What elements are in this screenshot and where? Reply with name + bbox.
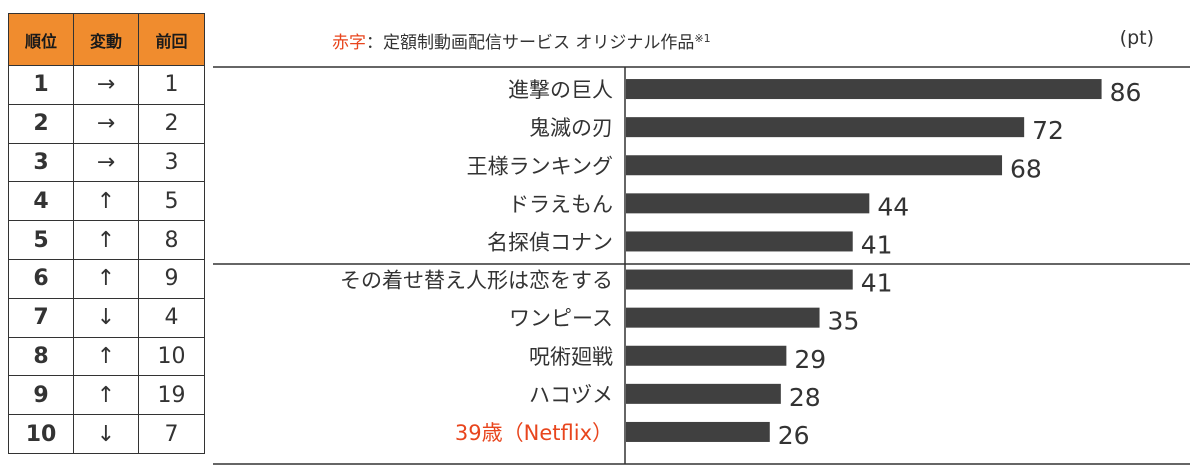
rank-cell: 1 [8, 65, 74, 105]
change-cell: → [73, 103, 139, 144]
change-cell: ↑ [73, 375, 139, 416]
table-row: 5 ↑ 8 [8, 220, 205, 260]
rank-cell: 4 [8, 181, 74, 222]
table-row: 6 ↑ 9 [8, 258, 205, 299]
table-row: 8 ↑ 10 [8, 336, 205, 377]
data-label: 72 [1032, 116, 1064, 145]
table-row: 3 → 3 [8, 142, 205, 183]
bar [626, 193, 870, 214]
previous-rank-cell: 10 [138, 336, 205, 377]
table-row: 4 ↑ 5 [8, 181, 205, 222]
rank-cell: 7 [8, 297, 74, 338]
data-label: 86 [1110, 78, 1142, 107]
category-label: 鬼滅の刃 [529, 116, 613, 140]
unit-label: (pt) [1119, 27, 1154, 49]
table-row: 1 → 1 [8, 65, 205, 105]
table-row: 2 → 2 [8, 103, 205, 144]
table-row: 10 ↓ 7 [8, 414, 205, 454]
legend-note: 赤字：定額制動画配信サービス オリジナル作品※1 [332, 28, 711, 53]
previous-rank-cell: 5 [138, 181, 205, 222]
data-label: 26 [778, 421, 810, 450]
previous-rank-cell: 1 [138, 65, 205, 105]
data-label: 29 [794, 345, 826, 374]
change-cell: → [73, 142, 139, 183]
category-label: 進撃の巨人 [508, 78, 613, 102]
previous-rank-cell: 2 [138, 103, 205, 144]
rank-cell: 3 [8, 142, 74, 183]
rank-cell: 9 [8, 375, 74, 416]
previous-rank-cell: 8 [138, 220, 205, 260]
previous-rank-cell: 4 [138, 297, 205, 338]
data-label: 68 [1010, 154, 1042, 183]
legend-red-label: 赤字 [332, 33, 366, 53]
previous-rank-cell: 19 [138, 375, 205, 416]
rank-cell: 8 [8, 336, 74, 377]
data-label: 44 [877, 192, 909, 221]
header-previous: 前回 [138, 13, 205, 66]
rank-cell: 6 [8, 258, 74, 299]
data-label: 41 [861, 230, 893, 259]
change-cell: ↑ [73, 336, 139, 377]
bar [626, 345, 787, 366]
bar [626, 383, 781, 404]
table-row: 9 ↑ 19 [8, 375, 205, 416]
rank-cell: 5 [8, 220, 74, 260]
category-label: その着せ替え人形は恋をする [340, 269, 613, 293]
category-label: 39歳（Netflix） [455, 421, 613, 445]
category-label: 王様ランキング [467, 154, 613, 178]
bar [626, 231, 853, 252]
data-label: 35 [828, 307, 860, 336]
category-label: 名探偵コナン [487, 230, 613, 254]
header-rank: 順位 [8, 13, 74, 66]
change-cell: ↓ [73, 297, 139, 338]
data-label: 28 [789, 383, 821, 412]
previous-rank-cell: 9 [138, 258, 205, 299]
category-label: ハコヅメ [529, 383, 613, 407]
rank-cell: 10 [8, 414, 74, 454]
category-label: 呪術廻戦 [529, 345, 613, 369]
legend-text: ：定額制動画配信サービス オリジナル作品 [366, 33, 695, 53]
bar [626, 269, 853, 290]
bar [626, 421, 770, 442]
category-label: ワンピース [509, 307, 613, 331]
previous-rank-cell: 7 [138, 414, 205, 454]
bar [626, 307, 820, 328]
bar [626, 117, 1025, 138]
bar [626, 79, 1102, 100]
change-cell: ↑ [73, 220, 139, 260]
table-row: 7 ↓ 4 [8, 297, 205, 338]
ranking-table-header: 順位 変動 前回 [8, 13, 205, 66]
legend-footnote: ※1 [694, 32, 711, 45]
previous-rank-cell: 3 [138, 142, 205, 183]
category-label: ドラえもん [508, 192, 613, 216]
bar [626, 155, 1003, 176]
data-label: 41 [861, 269, 893, 298]
ranking-table: 順位 変動 前回 1 → 1 2 → 2 3 → 3 4 ↑ 5 5 ↑ 8 6 ↑ 9 7 ↓ 4 8 ↑ 10 9 ↑ 19 10… [8, 13, 205, 454]
